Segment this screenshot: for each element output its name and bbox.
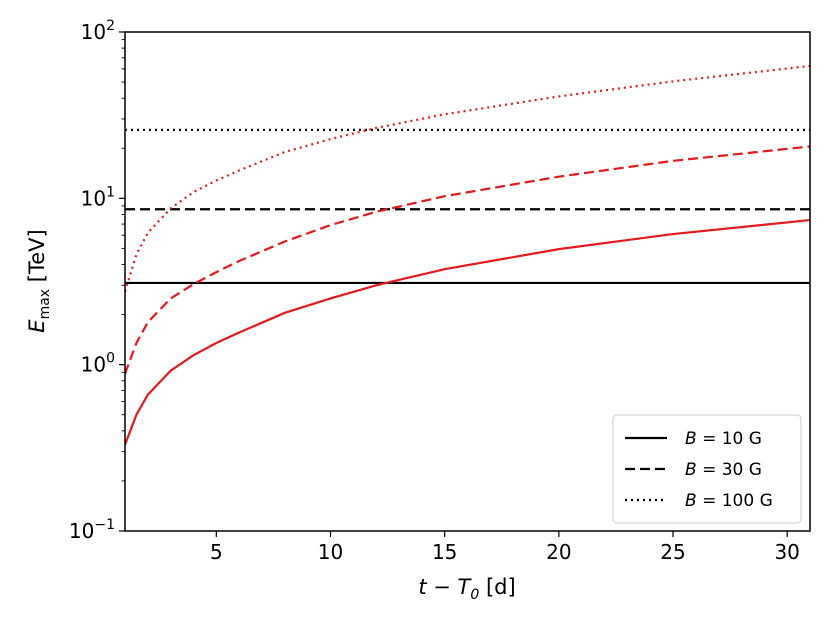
x-tick-label: 30 bbox=[774, 540, 799, 564]
legend-entry-label: B = 10 G bbox=[685, 429, 762, 449]
plot-series bbox=[125, 64, 810, 446]
legend-box bbox=[612, 414, 802, 524]
plot-frame bbox=[124, 31, 811, 532]
emax-curve-solid bbox=[125, 218, 810, 446]
x-tick-label: 25 bbox=[660, 540, 685, 564]
y-tick-label: 100 bbox=[81, 351, 115, 377]
x-tick-label: 15 bbox=[432, 540, 457, 564]
x-axis: 5 10 15 20 25 30 bbox=[210, 531, 800, 564]
y-tick-label: 101 bbox=[81, 184, 115, 210]
x-tick-label: 10 bbox=[318, 540, 343, 564]
emax-curve-dotted bbox=[125, 64, 810, 292]
emax-curve-dashed bbox=[125, 145, 810, 375]
y-tick-label: 10−1 bbox=[69, 517, 115, 543]
y-tick-label: 102 bbox=[81, 18, 115, 44]
y-axis: 10−1 100 101 102 bbox=[69, 18, 125, 543]
legend-entry-label: B = 100 G bbox=[685, 491, 773, 511]
x-tick-label: 5 bbox=[210, 540, 223, 564]
x-tick-label: 20 bbox=[546, 540, 571, 564]
x-axis-label: t − T0 [d] bbox=[418, 575, 515, 603]
legend: B = 10 G B = 30 G B = 100 G bbox=[612, 414, 802, 524]
legend-entry-label: B = 30 G bbox=[685, 460, 762, 480]
y-axis-label: Emax [TeV] bbox=[25, 229, 53, 332]
